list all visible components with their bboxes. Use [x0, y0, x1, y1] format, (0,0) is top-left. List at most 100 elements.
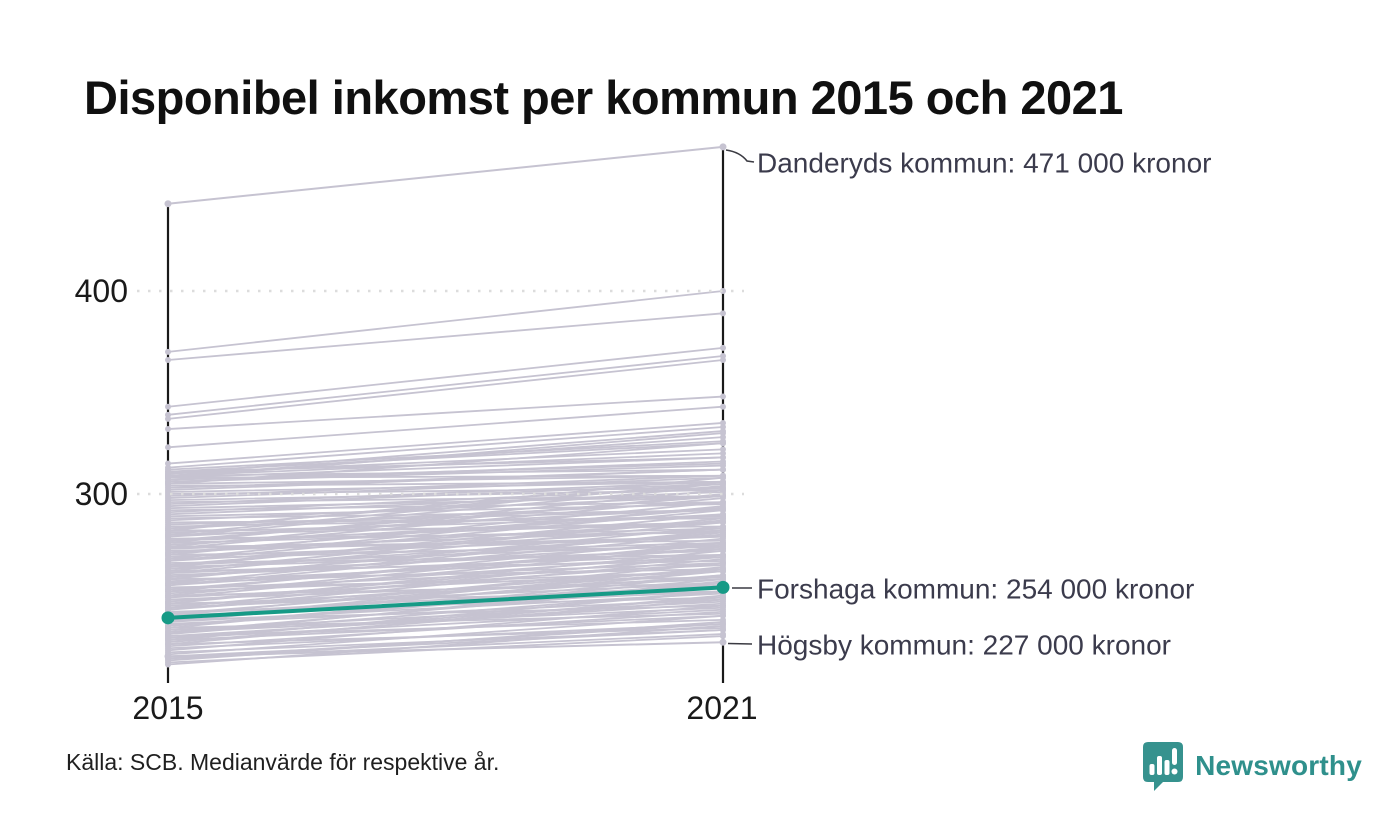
municipality-line-end-dot: [720, 568, 726, 575]
municipality-line: [167, 482, 724, 530]
municipality-line-start-dot: [165, 580, 171, 587]
municipality-line: [167, 480, 724, 487]
municipality-line: [167, 359, 724, 420]
municipality-line: [167, 456, 724, 473]
municipality-line: [167, 484, 724, 538]
exclamation-stem: [1172, 748, 1178, 765]
municipality-line: [167, 422, 724, 465]
municipality-line-start-dot: [165, 426, 171, 433]
municipality-line-start-dot: [165, 633, 171, 640]
municipality-line: [167, 545, 724, 599]
leader-hogsby: [727, 642, 753, 645]
source-note: Källa: SCB. Medianvärde för respektive å…: [66, 749, 500, 775]
municipality-line-end-dot: [720, 505, 726, 512]
municipality-line: [167, 507, 724, 554]
municipality-line: [167, 312, 724, 361]
municipality-line-start-dot: [165, 555, 171, 562]
speech-bubble-shape: [1143, 742, 1184, 791]
municipality-line-end-dot: [720, 600, 726, 607]
municipality-line: [167, 497, 724, 550]
municipality-lines-group: [165, 288, 726, 668]
municipality-line-start-dot: [165, 586, 171, 593]
municipality-line: [167, 629, 724, 658]
municipality-line: [167, 480, 724, 493]
municipality-line: [167, 519, 724, 566]
municipality-line-start-dot: [165, 574, 171, 581]
municipality-line-start-dot: [165, 531, 171, 538]
line-danderyds-kommun: [167, 145, 724, 205]
municipality-line-start-dot: [165, 525, 171, 532]
line-h-gsby-kommun-end-dot: [719, 638, 727, 646]
municipality-line-end-dot: [720, 541, 726, 548]
municipality-line-start-dot: [165, 403, 171, 410]
x-tick-2015: 2015: [132, 690, 203, 726]
y-tick-300: 300: [75, 476, 128, 512]
municipality-line-start-dot: [165, 466, 171, 473]
municipality-line: [167, 495, 724, 542]
municipality-line-end-dot: [720, 553, 726, 560]
bar-tall: [1157, 756, 1163, 775]
newsworthy-icon: [1143, 742, 1184, 791]
municipality-line: [167, 562, 724, 585]
highlighted-line-group: [161, 580, 730, 625]
municipality-line: [167, 468, 724, 477]
x-tick-2021: 2021: [686, 690, 757, 726]
municipality-line-start-dot: [165, 562, 171, 569]
municipality-line-end-dot: [720, 517, 726, 524]
municipality-line: [167, 533, 724, 587]
municipality-line-end-dot: [720, 403, 726, 410]
municipality-line-end-dot: [720, 446, 726, 453]
municipality-line: [167, 355, 724, 416]
municipality-line: [167, 531, 724, 579]
municipality-line-end-dot: [720, 454, 726, 461]
line-forshaga-highlight: [166, 585, 725, 620]
line-danderyds-kommun-start-dot: [164, 200, 172, 208]
leader-danderyd: [725, 149, 755, 163]
municipality-line-start-dot: [165, 568, 171, 575]
municipality-line: [167, 491, 724, 516]
municipality-line-start-dot: [165, 604, 171, 611]
bar-medium: [1164, 760, 1170, 775]
municipality-line-end-dot: [720, 627, 726, 634]
municipality-line: [167, 405, 724, 449]
newsworthy-logo: Newsworthy: [1141, 740, 1362, 792]
municipality-line-end-dot: [720, 310, 726, 317]
line-forshaga-highlight-end-dot: [716, 580, 730, 594]
municipality-line: [167, 474, 724, 485]
municipality-line-end-dot: [720, 460, 726, 467]
municipality-line: [167, 521, 724, 575]
line-h-gsby-kommun: [167, 641, 724, 658]
municipality-line: [167, 558, 724, 611]
municipality-line-end-dot: [720, 466, 726, 473]
annotated-lines-group: [164, 143, 727, 660]
municipality-line: [167, 346, 724, 408]
municipality-line-start-dot: [165, 537, 171, 544]
municipality-line: [167, 395, 724, 430]
municipality-line-start-dot: [165, 641, 171, 648]
line-danderyds-kommun-end-dot: [719, 143, 727, 151]
municipality-line-end-dot: [720, 357, 726, 364]
municipality-line: [167, 509, 724, 562]
municipality-line-end-dot: [720, 529, 726, 536]
exclamation-dot: [1171, 768, 1178, 775]
municipality-line-end-dot: [720, 633, 726, 640]
municipality-line: [167, 618, 724, 637]
annotation-forshaga: Forshaga kommun: 254 000 kronor: [757, 574, 1194, 605]
municipality-line-start-dot: [165, 415, 171, 422]
municipality-line: [167, 440, 724, 471]
municipality-line: [167, 474, 724, 479]
municipality-line: [167, 556, 724, 603]
gridlines-group: [137, 289, 744, 496]
municipality-line: [167, 602, 724, 637]
municipality-line-end-dot: [720, 438, 726, 445]
municipality-line-end-dot: [720, 576, 726, 583]
chart-title: Disponibel inkomst per kommun 2015 och 2…: [84, 71, 1123, 124]
annotation-danderyd: Danderyds kommun: 471 000 kronor: [757, 148, 1211, 179]
newsworthy-wordmark: Newsworthy: [1195, 750, 1362, 781]
municipality-line-start-dot: [165, 543, 171, 550]
line-forshaga-highlight-start-dot: [161, 611, 175, 625]
y-tick-400: 400: [75, 273, 128, 309]
municipality-line-end-dot: [720, 344, 726, 351]
